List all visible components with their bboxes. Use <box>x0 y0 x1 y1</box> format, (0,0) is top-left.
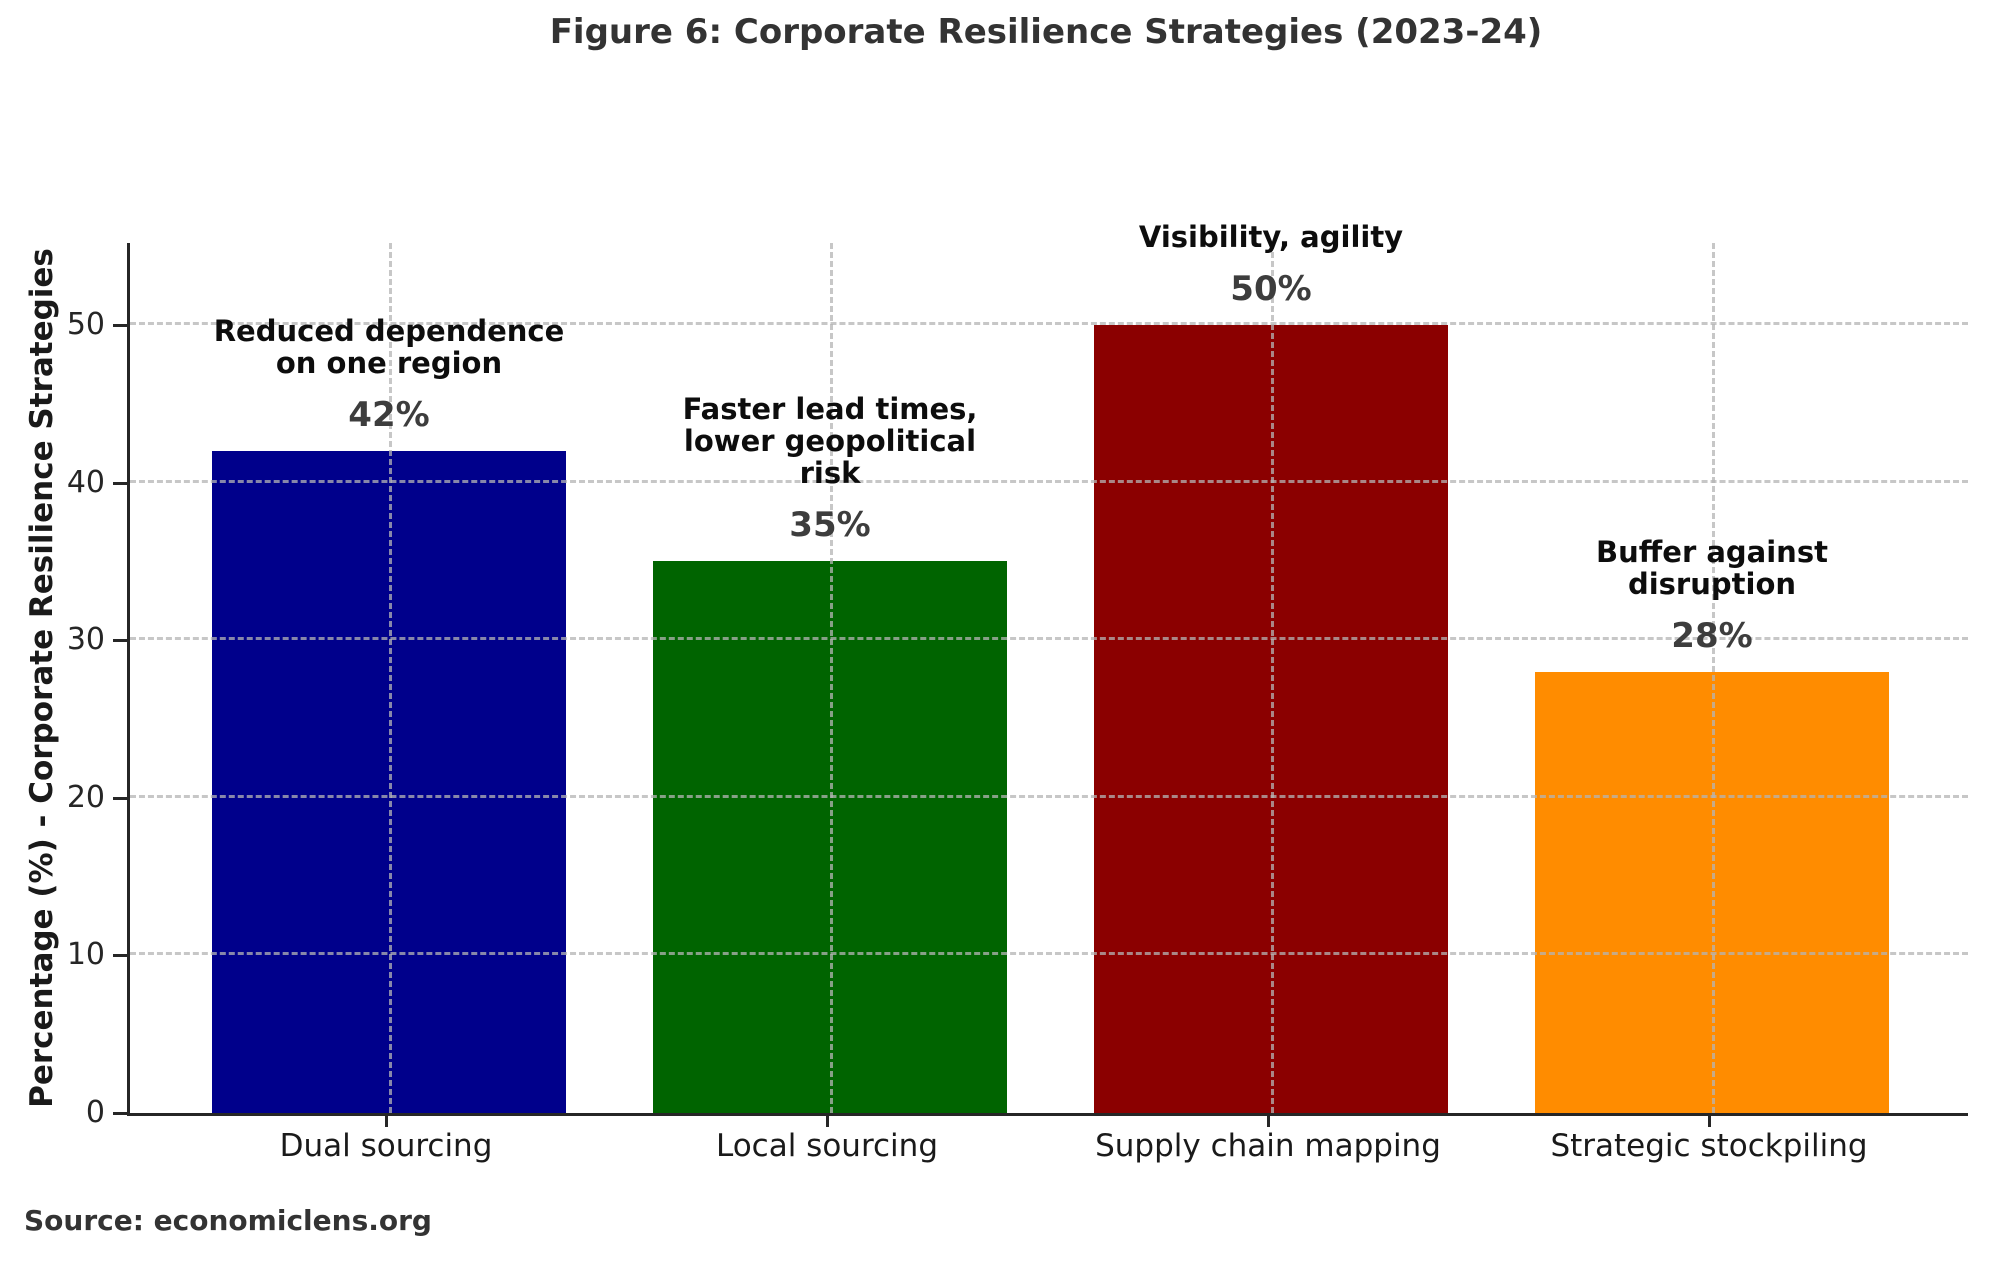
x-tick-label: Local sourcing <box>715 1128 938 1164</box>
y-tick-label: 10 <box>66 937 105 973</box>
bar-value-label: 50% <box>1230 268 1312 309</box>
x-tick-label: Dual sourcing <box>279 1128 493 1164</box>
x-tick-mark <box>826 1113 829 1127</box>
source-note: Source: economiclens.org <box>24 1204 432 1237</box>
y-axis-label: Percentage (%) - Corporate Resilience St… <box>24 248 60 1108</box>
y-tick-mark <box>113 481 127 485</box>
bar-value-label: 35% <box>789 505 871 546</box>
vertical-gridline <box>830 243 833 1113</box>
bar-value-label: 28% <box>1671 615 1753 656</box>
x-tick-label: Strategic stockpiling <box>1550 1128 1868 1164</box>
y-tick-label: 40 <box>66 464 105 500</box>
horizontal-gridline <box>130 794 1968 798</box>
y-tick-mark <box>113 1112 127 1115</box>
y-tick-mark <box>113 954 127 958</box>
bar-value-label: 42% <box>348 395 430 436</box>
bar-annotation: Visibility, agility <box>1138 219 1404 254</box>
y-tick-mark <box>113 323 127 327</box>
horizontal-gridline <box>130 479 1968 483</box>
x-tick-mark <box>1267 1113 1270 1127</box>
y-tick-mark <box>113 796 127 800</box>
vertical-gridline <box>1271 243 1274 1113</box>
y-tick-mark <box>113 639 127 643</box>
x-tick-mark <box>1708 1113 1711 1127</box>
y-tick-label: 0 <box>85 1095 105 1130</box>
bar-annotation: Buffer against disruption <box>1596 534 1828 601</box>
y-tick-label: 50 <box>66 306 105 342</box>
vertical-gridline <box>389 243 392 1113</box>
horizontal-gridline <box>130 321 1968 325</box>
vertical-gridline <box>1712 243 1715 1113</box>
bar-annotation: Reduced dependence on one region <box>213 314 565 381</box>
horizontal-gridline <box>130 952 1968 956</box>
horizontal-gridline <box>130 637 1968 641</box>
y-tick-label: 20 <box>66 779 105 815</box>
x-tick-label: Supply chain mapping <box>1095 1128 1441 1164</box>
y-tick-label: 30 <box>66 622 105 658</box>
chart-title: Figure 6: Corporate Resilience Strategie… <box>549 12 1543 52</box>
x-tick-mark <box>385 1113 388 1127</box>
plot-area: 42% Reduced dependence on one region 35% Fa… <box>127 221 1968 1116</box>
bar-annotation: Faster lead times, lower geopolitical ri… <box>682 392 978 491</box>
